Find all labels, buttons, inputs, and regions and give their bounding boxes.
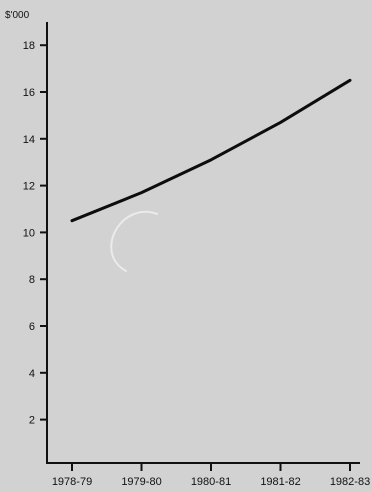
x-tick-label: 1982-83 (330, 476, 370, 488)
y-tick-label: 16 (23, 87, 35, 99)
y-tick-label: 10 (23, 227, 35, 239)
x-tick-label: 1981-82 (260, 476, 300, 488)
series-layer (70, 78, 352, 223)
x-tick-label: 1978-79 (52, 476, 92, 488)
scratch-mark (110, 210, 158, 272)
y-tick-label: 8 (29, 274, 35, 286)
y-tick-label: 4 (29, 368, 35, 380)
series-line (70, 78, 352, 223)
y-tick-label: 14 (23, 134, 35, 146)
y-tick-label: 12 (23, 181, 35, 193)
y-axis-unit-label: $'000 (5, 10, 30, 21)
x-tick-label: 1979-80 (121, 476, 161, 488)
y-tick-label: 6 (29, 321, 35, 333)
x-axis-ticks: 1978-79 1979-80 1980-81 1981-82 1982-83 (52, 463, 370, 488)
y-tick-label: 2 (29, 415, 35, 427)
y-tick-label: 18 (23, 40, 35, 52)
x-tick-label: 1980-81 (191, 476, 231, 488)
y-axis-ticks: 2 4 6 8 10 12 14 16 18 (23, 40, 47, 427)
